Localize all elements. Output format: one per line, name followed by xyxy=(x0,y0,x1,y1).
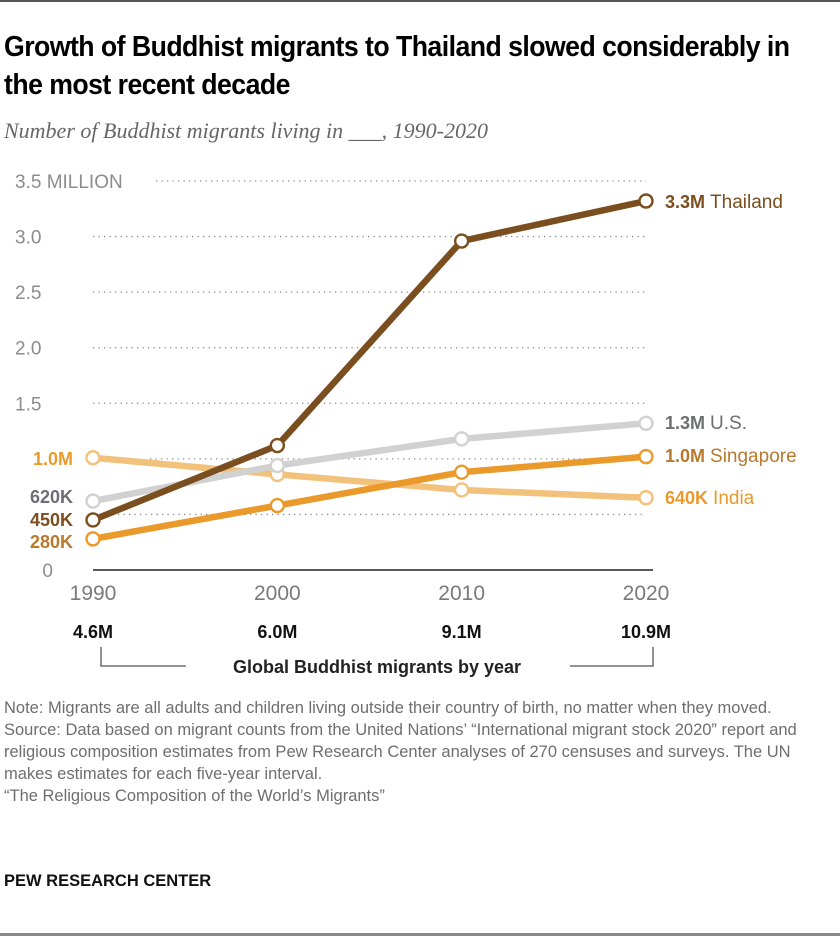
line-chart: 0 1.5 2.0 2.5 3.0 3.5 MILLION 1990 2000 2010 202… xyxy=(15,172,797,677)
data-point xyxy=(269,437,286,454)
data-point xyxy=(638,415,654,431)
chart-title: Growth of Buddhist migrants to Thailand … xyxy=(4,31,790,101)
x-tick-label: 2020 xyxy=(623,582,670,605)
end-label: 3.3M Thailand xyxy=(665,192,783,213)
bracket-right xyxy=(570,647,654,667)
top-rule xyxy=(0,0,840,2)
bracket-left xyxy=(100,647,186,667)
x-tick-label: 2000 xyxy=(254,582,301,605)
series-lines xyxy=(85,193,654,547)
y-tick-label: 3.0 xyxy=(15,228,41,249)
global-total-value: 4.6M xyxy=(73,622,113,642)
series-line xyxy=(92,454,647,502)
global-total-value: 9.1M xyxy=(442,622,482,642)
notes: Note: Migrants are all adults and childr… xyxy=(4,697,834,807)
data-point xyxy=(85,493,101,509)
report-title: “The Religious Composition of the World’… xyxy=(4,787,385,805)
data-point xyxy=(453,233,470,249)
data-point xyxy=(638,490,654,506)
data-point xyxy=(85,450,101,466)
data-point xyxy=(638,193,654,209)
data-point xyxy=(638,448,654,465)
totals-bracket-label: Global Buddhist migrants by year xyxy=(233,657,521,677)
y-tick-label: 2.0 xyxy=(15,339,41,360)
global-total-value: 6.0M xyxy=(257,622,297,642)
series-line xyxy=(92,453,647,543)
global-totals: 4.6M 6.0M 9.1M 10.9M xyxy=(73,622,671,642)
end-label: 1.3M U.S. xyxy=(665,413,747,434)
series-labels: 450K 3.3M Thailand 620K 1.3M U.S. 280K 1.0M S… xyxy=(30,192,797,552)
end-label: 640K India xyxy=(665,488,755,509)
totals-bracket xyxy=(100,647,654,667)
end-value-label: 3.3M xyxy=(665,192,710,212)
data-point xyxy=(85,512,101,528)
data-point xyxy=(269,457,286,474)
data-point xyxy=(269,497,286,514)
y-axis-ticks: 0 1.5 2.0 2.5 3.0 3.5 MILLION xyxy=(15,172,123,582)
note-text: Note: Migrants are all adults and childr… xyxy=(4,699,772,717)
series-india xyxy=(85,450,654,506)
y-tick-label: 3.5 MILLION xyxy=(15,172,123,193)
end-value-label: 1.0M xyxy=(665,446,710,466)
series-name-label: Singapore xyxy=(710,446,797,467)
y-tick-label: 2.5 xyxy=(15,283,41,304)
x-tick-label: 2010 xyxy=(438,582,485,605)
series-name-label: Thailand xyxy=(710,192,783,213)
series-thailand xyxy=(85,193,654,528)
chart-subtitle: Number of Buddhist migrants living in __… xyxy=(4,118,488,143)
series-name-label: India xyxy=(713,488,755,509)
y-tick-label: 1.5 xyxy=(15,394,41,415)
start-value-label: 1.0M xyxy=(33,449,73,469)
y-tick-label: 0 xyxy=(42,561,53,582)
data-point xyxy=(453,464,470,480)
end-value-label: 640K xyxy=(665,488,713,508)
start-value-label: 450K xyxy=(30,510,73,530)
gridlines xyxy=(93,180,646,516)
end-value-label: 1.3M xyxy=(665,413,710,433)
source-text: Source: Data based on migrant counts fro… xyxy=(4,721,797,783)
brand-name: PEW RESEARCH CENTER xyxy=(4,872,212,890)
start-value-label: 620K xyxy=(30,487,73,507)
x-tick-label: 1990 xyxy=(70,582,117,605)
end-label: 1.0M Singapore xyxy=(665,446,797,467)
data-point xyxy=(453,431,470,447)
global-total-value: 10.9M xyxy=(621,622,671,642)
x-axis-ticks: 1990 2000 2010 2020 xyxy=(70,582,670,605)
data-point xyxy=(453,482,470,498)
series-singapore xyxy=(85,448,654,547)
data-point xyxy=(85,531,101,547)
series-name-label: U.S. xyxy=(710,413,747,434)
start-value-label: 280K xyxy=(30,532,73,552)
series-line xyxy=(91,197,647,523)
bottom-rule xyxy=(0,933,840,936)
